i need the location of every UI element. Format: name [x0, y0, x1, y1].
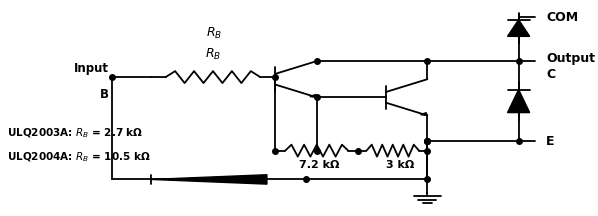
Text: B: B	[100, 88, 109, 101]
Polygon shape	[420, 113, 428, 116]
Text: 3 kΩ: 3 kΩ	[386, 160, 414, 170]
Text: 7.2 kΩ: 7.2 kΩ	[299, 160, 340, 170]
Polygon shape	[508, 90, 530, 113]
Text: Output: Output	[546, 52, 595, 65]
Text: C: C	[546, 68, 556, 81]
Text: $R_B$: $R_B$	[206, 26, 222, 41]
Text: ULQ2003A: $R_B$ = 2.7 kΩ: ULQ2003A: $R_B$ = 2.7 kΩ	[7, 127, 144, 140]
Text: Input: Input	[74, 62, 109, 75]
Text: COM: COM	[546, 11, 578, 24]
Text: E: E	[546, 135, 555, 148]
Text: $R_B$: $R_B$	[205, 47, 221, 62]
Text: ULQ2004A: $R_B$ = 10.5 kΩ: ULQ2004A: $R_B$ = 10.5 kΩ	[7, 150, 151, 164]
Polygon shape	[151, 175, 267, 184]
Polygon shape	[508, 20, 530, 36]
Polygon shape	[310, 95, 317, 97]
